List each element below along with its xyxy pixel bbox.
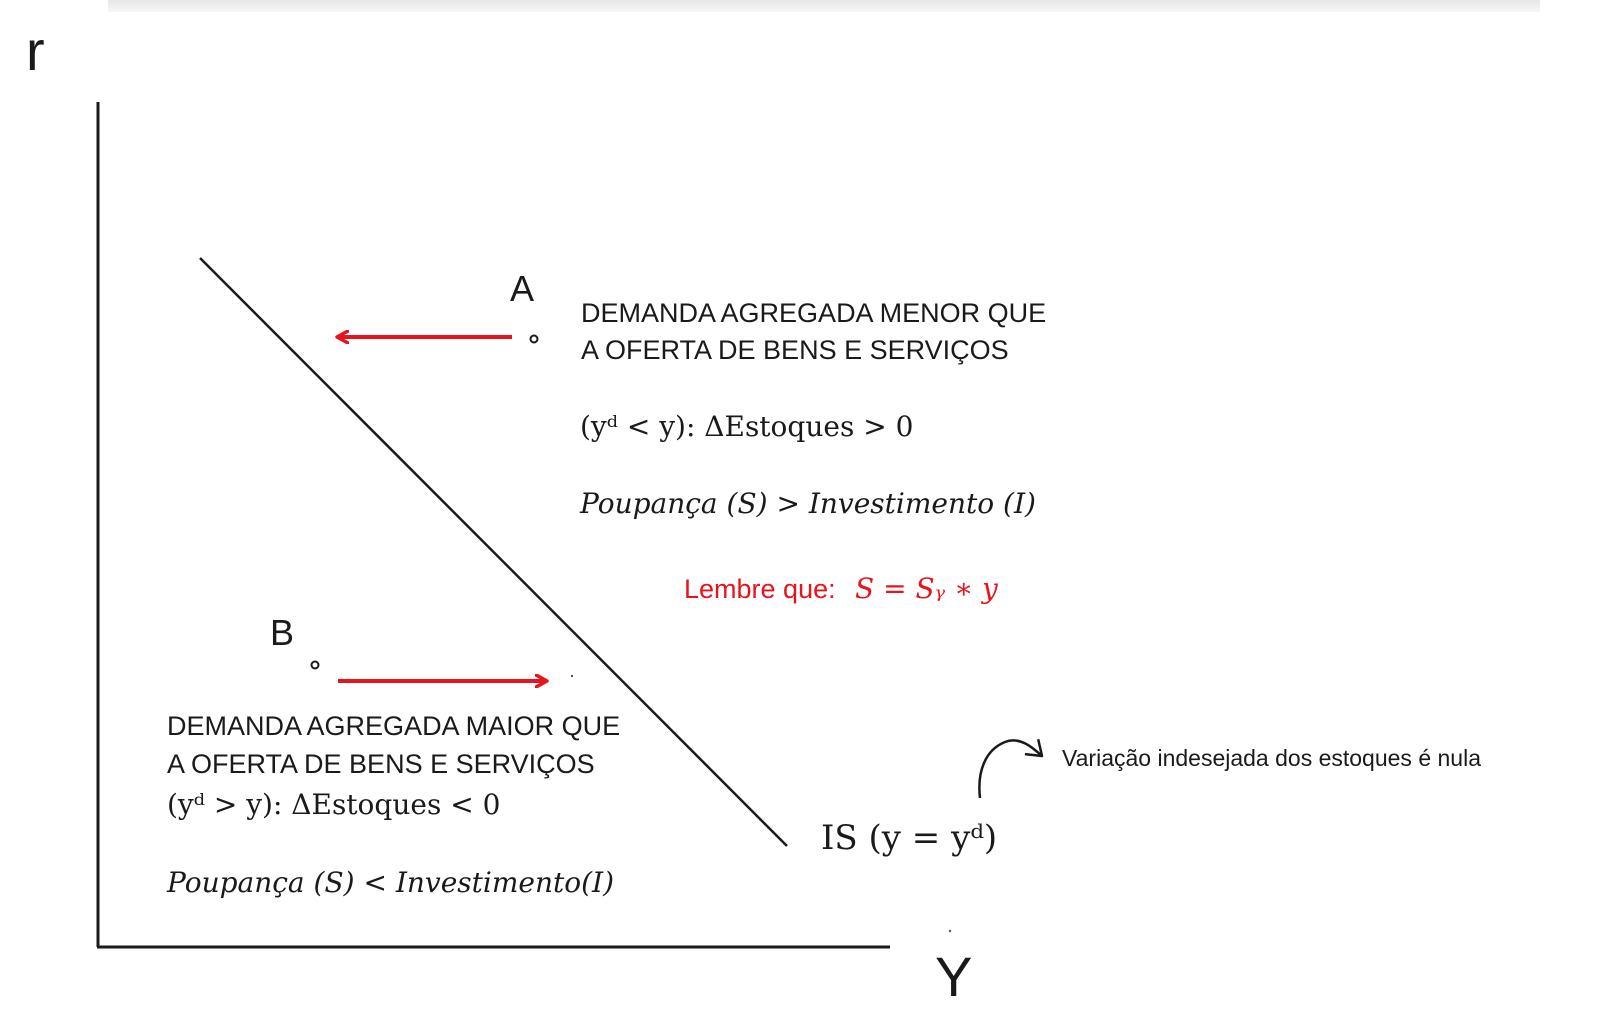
stray-dot [570, 674, 574, 678]
is-curve [199, 257, 788, 847]
point-a-label: A [510, 268, 535, 309]
reminder-label: Lembre que: [684, 574, 836, 604]
top-scrollbar-strip [108, 0, 1540, 12]
point-b-label: B [270, 612, 295, 653]
y-axis-label: r [26, 19, 45, 82]
region-above-condition: (yᵈ < y): ΔEstoques > 0 [580, 410, 914, 443]
region-below-line2: A OFERTA DE BENS E SERVIÇOS [167, 749, 595, 779]
reminder-formula: S = Sᵧ ∗ y [855, 572, 998, 605]
region-below-line1: DEMANDA AGREGADA MAIOR QUE [167, 711, 621, 741]
region-above-savings: Poupança (S) > Investimento (I) [580, 487, 1036, 520]
region-below-savings: Poupança (S) < Investimento(I) [167, 866, 615, 899]
is-curve-annotation: Variação indesejada dos estoques é nula [1062, 745, 1481, 771]
region-above-line1: DEMANDA AGREGADA MENOR QUE [581, 298, 1047, 328]
point-b-marker [310, 660, 320, 670]
region-below-condition: (yᵈ > y): ΔEstoques < 0 [167, 788, 501, 821]
is-curve-label: IS (y = yᵈ) [821, 818, 998, 858]
stray-dot [948, 929, 952, 933]
annotation-arrow-icon [978, 738, 1044, 799]
point-a-marker [529, 334, 539, 344]
x-axis-label: Y [935, 945, 973, 1008]
region-above-line2: A OFERTA DE BENS E SERVIÇOS [581, 335, 1009, 365]
